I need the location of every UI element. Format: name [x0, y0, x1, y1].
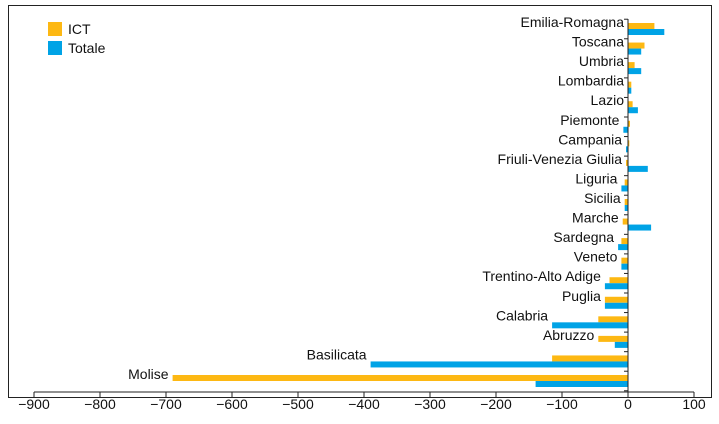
bar-totale-veneto [621, 263, 628, 270]
bar-totale-piemonte [623, 126, 628, 133]
x-tick-label: −400 [348, 396, 380, 412]
bar-ict-basilicata [552, 355, 628, 362]
bar-ict-campania [628, 140, 630, 147]
bar-ict-lombardia [628, 81, 632, 88]
category-label-veneto: Veneto [574, 249, 618, 265]
x-tick-label: −200 [480, 396, 512, 412]
category-label-emilia-romagna: Emilia-Romagna [521, 14, 625, 30]
bar-ict-toscana [628, 42, 645, 49]
bar-totale-basilicata [370, 361, 628, 368]
legend-swatch-totale [48, 41, 62, 55]
category-label-toscana: Toscana [572, 34, 624, 50]
category-label-friuli-venezia-giulia: Friuli-Venezia Giulia [498, 151, 623, 167]
x-tick-label: 100 [682, 396, 706, 412]
bar-ict-sardegna [621, 238, 628, 245]
bar-totale-umbria [628, 68, 642, 75]
bar-ict-emilia-romagna [628, 23, 655, 29]
x-tick-label: −600 [216, 396, 248, 412]
category-label-puglia: Puglia [562, 288, 601, 304]
bar-totale-lazio [628, 107, 638, 114]
bar-totale-abruzzo [614, 341, 628, 348]
bar-ict-sicilia [624, 199, 628, 205]
bar-ict-piemonte [628, 120, 630, 127]
bar-totale-molise [535, 381, 628, 387]
category-label-marche: Marche [572, 210, 619, 226]
category-label-sardegna: Sardegna [553, 229, 614, 245]
x-tick-label: −500 [282, 396, 314, 412]
bar-totale-trentino-alto-adige [604, 283, 628, 290]
bar-totale-toscana [628, 48, 642, 55]
category-label-lazio: Lazio [591, 92, 625, 108]
category-label-basilicata: Basilicata [307, 346, 367, 362]
category-label-liguria: Liguria [575, 170, 617, 186]
legend-swatch-ict [48, 22, 62, 36]
bar-ict-veneto [621, 257, 628, 264]
x-tick-label: −900 [18, 396, 50, 412]
bar-ict-friuli-venezia-giulia [626, 159, 628, 166]
bar-ict-trentino-alto-adige [609, 277, 628, 284]
legend-label-totale: Totale [68, 40, 106, 56]
category-label-molise: Molise [128, 366, 169, 382]
bar-ict-liguria [624, 179, 628, 186]
bar-totale-campania [626, 146, 628, 153]
bar-totale-calabria [552, 322, 628, 329]
bar-ict-puglia [604, 296, 628, 303]
bar-totale-puglia [604, 302, 628, 309]
x-tick-label: −300 [414, 396, 446, 412]
bar-totale-marche [628, 224, 652, 231]
x-tick-label: −800 [84, 396, 116, 412]
bar-ict-lazio [628, 101, 633, 108]
category-label-abruzzo: Abruzzo [543, 327, 595, 343]
bar-ict-marche [622, 218, 628, 225]
category-label-sicilia: Sicilia [584, 190, 621, 206]
bar-totale-emilia-romagna [628, 29, 665, 35]
x-tick-label: −100 [546, 396, 578, 412]
bar-totale-sardegna [618, 244, 628, 251]
chart-frame [8, 5, 712, 398]
category-label-piemonte: Piemonte [560, 112, 619, 128]
category-label-umbria: Umbria [579, 53, 624, 69]
bar-ict-calabria [598, 316, 628, 323]
bar-totale-liguria [621, 185, 628, 192]
legend-label-ict: ICT [68, 21, 91, 37]
category-label-calabria: Calabria [496, 307, 548, 323]
category-label-lombardia: Lombardia [558, 73, 624, 89]
x-tick-label: 0 [624, 396, 632, 412]
x-tick-label: −700 [150, 396, 182, 412]
bar-ict-abruzzo [598, 335, 628, 342]
category-label-campania: Campania [558, 131, 622, 147]
category-label-trentino-alto-adige: Trentino-Alto Adige [482, 268, 601, 284]
bar-totale-friuli-venezia-giulia [628, 165, 648, 172]
bar-ict-umbria [628, 62, 635, 69]
bar-totale-sicilia [624, 205, 628, 211]
bar-ict-molise [172, 375, 628, 381]
bar-totale-lombardia [628, 87, 632, 94]
